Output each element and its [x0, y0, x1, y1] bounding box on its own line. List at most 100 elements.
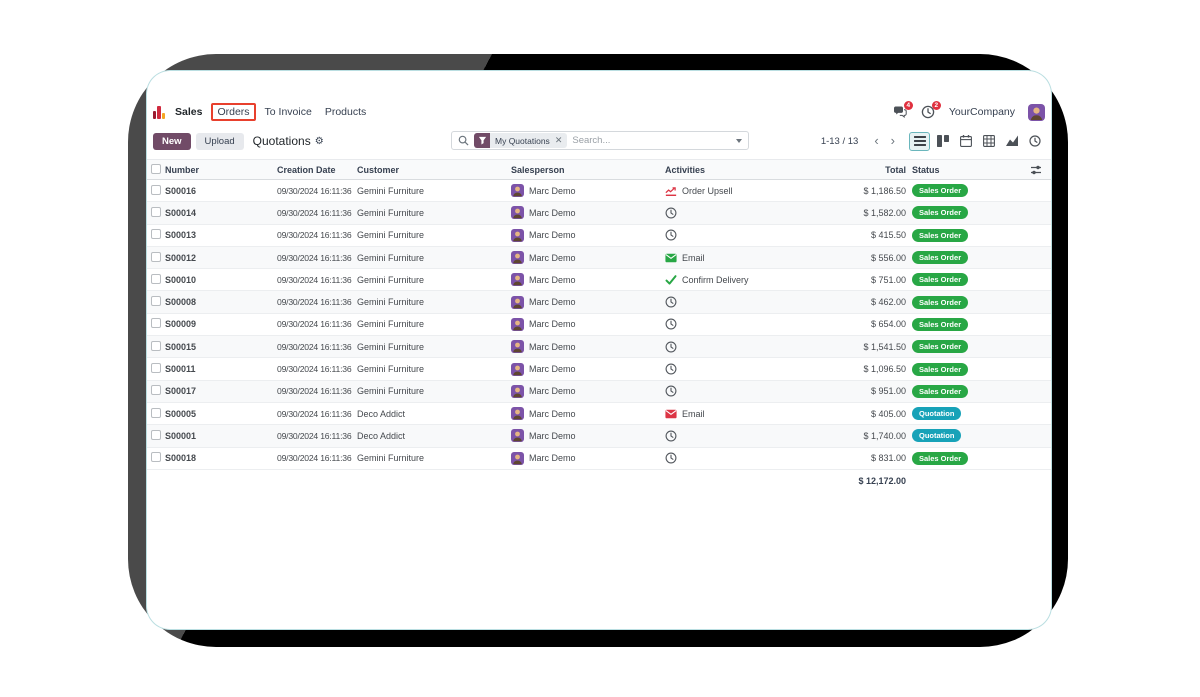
cell-number: S00018: [165, 453, 197, 464]
menu-sales[interactable]: Sales: [175, 106, 203, 118]
row-checkbox[interactable]: [151, 407, 161, 418]
cell-creation-date: 09/30/2024 16:11:36: [277, 453, 352, 464]
table-row[interactable]: S00011 09/30/2024 16:11:36 Gemini Furnit…: [147, 358, 1051, 381]
cell-status: Sales Order: [906, 451, 1016, 465]
row-checkbox[interactable]: [151, 184, 161, 195]
cell-creation-date: 09/30/2024 16:11:36: [277, 341, 352, 352]
table-row[interactable]: S00015 09/30/2024 16:11:36 Gemini Furnit…: [147, 336, 1051, 359]
salesperson-name: Marc Demo: [529, 207, 576, 218]
table-footer: $ 12,172.00: [147, 470, 1051, 492]
row-checkbox[interactable]: [151, 318, 161, 329]
view-list-button[interactable]: [909, 131, 930, 151]
cell-activities[interactable]: [665, 341, 816, 353]
table-row[interactable]: S00009 09/30/2024 16:11:36 Gemini Furnit…: [147, 314, 1051, 337]
row-checkbox[interactable]: [151, 206, 161, 217]
header-salesperson[interactable]: Salesperson: [511, 164, 565, 175]
new-button[interactable]: New: [153, 132, 191, 150]
cell-activities[interactable]: [665, 296, 816, 308]
cell-activities[interactable]: Email: [665, 252, 816, 264]
view-kanban-button[interactable]: [932, 132, 953, 151]
table-row[interactable]: S00014 09/30/2024 16:11:36 Gemini Furnit…: [147, 202, 1051, 225]
menu-to-invoice[interactable]: To Invoice: [264, 106, 312, 118]
company-name[interactable]: YourCompany: [948, 106, 1015, 118]
cell-creation-date: 09/30/2024 16:11:36: [277, 319, 352, 330]
cell-total: $ 751.00: [870, 274, 906, 285]
cell-customer: Gemini Furniture: [357, 274, 425, 285]
table-row[interactable]: S00018 09/30/2024 16:11:36 Gemini Furnit…: [147, 448, 1051, 470]
row-checkbox[interactable]: [151, 273, 161, 284]
row-checkbox[interactable]: [151, 385, 161, 396]
table-row[interactable]: S00016 09/30/2024 16:11:36 Gemini Furnit…: [147, 180, 1051, 203]
breadcrumb[interactable]: Quotations: [252, 134, 311, 148]
cell-activities[interactable]: [665, 430, 816, 442]
view-activity-button[interactable]: [1024, 132, 1045, 151]
pager-next-icon[interactable]: ›: [890, 133, 895, 148]
sales-app-icon[interactable]: [153, 105, 166, 119]
facet-label: My Quotations: [495, 135, 550, 146]
cell-creation-date: 09/30/2024 16:11:36: [277, 207, 352, 218]
salesperson-avatar: [511, 362, 524, 376]
action-gear-icon[interactable]: ⚙: [314, 135, 324, 147]
menu-orders[interactable]: Orders: [211, 103, 256, 121]
pager-prev-icon[interactable]: ‹: [874, 133, 879, 148]
row-checkbox[interactable]: [151, 340, 161, 351]
table-row[interactable]: S00008 09/30/2024 16:11:36 Gemini Furnit…: [147, 291, 1051, 314]
activities-icon[interactable]: 2: [921, 100, 941, 120]
table-row[interactable]: S00017 09/30/2024 16:11:36 Gemini Furnit…: [147, 380, 1051, 403]
view-calendar-button[interactable]: [955, 132, 976, 151]
cell-number: S00012: [165, 252, 197, 263]
row-checkbox[interactable]: [151, 429, 161, 440]
cell-total: $ 1,096.50: [863, 364, 906, 375]
menu-products[interactable]: Products: [324, 106, 367, 118]
salesperson-avatar: [511, 340, 524, 354]
row-checkbox[interactable]: [151, 363, 161, 374]
header-status[interactable]: Status: [912, 164, 940, 175]
upload-button[interactable]: Upload: [195, 132, 244, 150]
cell-activities[interactable]: [665, 363, 816, 375]
table-row[interactable]: S00012 09/30/2024 16:11:36 Gemini Furnit…: [147, 246, 1051, 270]
status-badge: Sales Order: [912, 340, 969, 354]
select-all-checkbox[interactable]: [151, 163, 161, 174]
messages-icon[interactable]: 4: [893, 100, 913, 120]
row-checkbox[interactable]: [151, 229, 161, 240]
cell-activities[interactable]: [665, 385, 816, 397]
cell-activities[interactable]: [665, 318, 816, 330]
search-dropdown-caret[interactable]: [736, 138, 742, 143]
optional-columns-icon[interactable]: [1030, 164, 1042, 176]
search-input[interactable]: Search...: [572, 135, 611, 146]
table-row[interactable]: S00005 09/30/2024 16:11:36 Deco Addict M…: [147, 403, 1051, 426]
status-badge: Sales Order: [912, 273, 969, 287]
cell-activities[interactable]: [665, 452, 816, 464]
header-total[interactable]: Total: [885, 164, 906, 175]
row-checkbox[interactable]: [151, 452, 161, 463]
cell-activities[interactable]: Order Upsell: [665, 185, 816, 197]
search-bar[interactable]: My Quotations ✕ Search...: [451, 131, 749, 150]
view-pivot-button[interactable]: [978, 132, 999, 151]
cell-salesperson: Marc Demo: [511, 451, 665, 465]
facet-remove-icon[interactable]: ✕: [554, 135, 563, 145]
cell-salesperson: Marc Demo: [511, 317, 665, 331]
row-checkbox[interactable]: [151, 251, 161, 262]
cell-status: Sales Order: [906, 362, 1016, 376]
user-avatar[interactable]: [1028, 103, 1045, 121]
cell-number: S00014: [165, 207, 197, 218]
cell-status: Sales Order: [906, 384, 1016, 398]
header-number[interactable]: Number: [165, 164, 200, 175]
cell-activities[interactable]: Email: [665, 408, 816, 420]
salesperson-name: Marc Demo: [529, 185, 576, 196]
row-checkbox[interactable]: [151, 296, 161, 307]
header-customer[interactable]: Customer: [357, 164, 400, 175]
cell-total: $ 462.00: [870, 297, 906, 308]
cell-activities[interactable]: [665, 207, 816, 219]
cell-activities[interactable]: Confirm Delivery: [665, 274, 816, 286]
header-creation-date[interactable]: Creation Date: [277, 164, 336, 175]
view-graph-button[interactable]: [1001, 132, 1022, 151]
header-activities[interactable]: Activities: [665, 164, 706, 175]
salesperson-avatar: [511, 451, 524, 465]
status-badge: Quotation: [912, 407, 962, 421]
cell-number: S00011: [165, 364, 196, 375]
cell-activities[interactable]: [665, 229, 816, 241]
table-row[interactable]: S00013 09/30/2024 16:11:36 Gemini Furnit…: [147, 225, 1051, 247]
table-row[interactable]: S00010 09/30/2024 16:11:36 Gemini Furnit…: [147, 269, 1051, 292]
table-row[interactable]: S00001 09/30/2024 16:11:36 Deco Addict M…: [147, 425, 1051, 448]
